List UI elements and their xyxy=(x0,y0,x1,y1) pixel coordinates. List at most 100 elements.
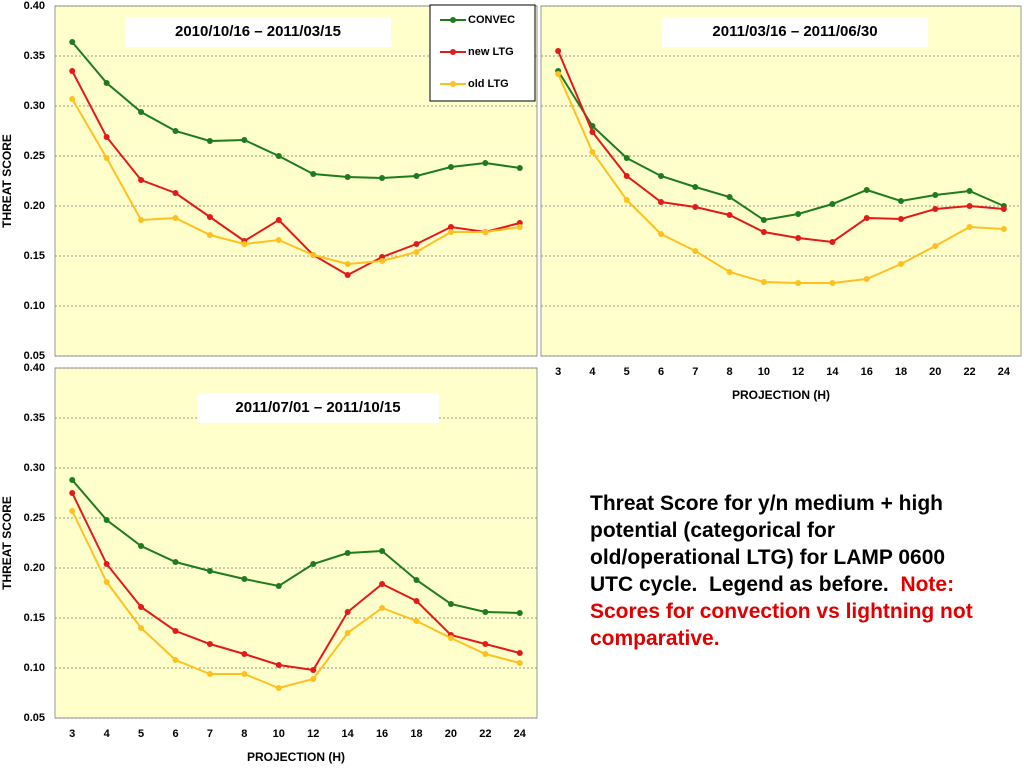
point xyxy=(344,261,351,267)
point xyxy=(413,173,420,179)
y-tick-label: 0.20 xyxy=(24,562,45,574)
point xyxy=(898,261,904,267)
point xyxy=(966,203,973,209)
point xyxy=(447,635,454,641)
point xyxy=(413,618,420,624)
point xyxy=(482,609,489,615)
point xyxy=(516,610,523,616)
point xyxy=(760,229,767,235)
point xyxy=(516,224,523,230)
y-tick-label: 0.05 xyxy=(24,712,45,724)
x-tick-label: 18 xyxy=(895,366,907,378)
point xyxy=(623,155,630,161)
series-line xyxy=(557,73,1004,284)
point xyxy=(344,550,351,556)
point xyxy=(966,188,973,194)
point xyxy=(447,601,454,607)
point xyxy=(482,651,489,657)
series-line xyxy=(71,510,521,690)
point xyxy=(516,660,523,666)
point xyxy=(1000,206,1007,212)
x-tick-label: 16 xyxy=(376,728,388,740)
point xyxy=(69,68,76,74)
y-tick-label: 0.25 xyxy=(24,150,45,162)
point xyxy=(103,561,110,567)
point xyxy=(103,80,110,86)
y-tick-label: 0.15 xyxy=(24,612,45,624)
point xyxy=(241,671,248,677)
x-tick-label: 7 xyxy=(692,366,698,378)
point xyxy=(555,71,562,77)
point xyxy=(863,215,870,221)
point xyxy=(658,199,664,205)
point xyxy=(275,685,282,691)
point xyxy=(692,204,699,210)
plot-area xyxy=(54,367,538,719)
title-box xyxy=(197,393,439,423)
point xyxy=(138,217,145,223)
y-tick-label: 0.20 xyxy=(24,200,45,212)
point xyxy=(726,194,733,200)
point xyxy=(379,175,386,181)
series-line xyxy=(71,70,521,277)
y-axis-label: THREAT SCORE xyxy=(0,496,14,590)
point xyxy=(795,235,802,241)
point xyxy=(172,628,179,634)
point xyxy=(795,280,802,286)
x-tick-label: 14 xyxy=(826,366,839,378)
x-tick-label: 6 xyxy=(172,728,178,740)
x-tick-label: 4 xyxy=(589,366,596,378)
point xyxy=(829,201,836,207)
x-axis-label: PROJECTION (H) xyxy=(732,388,830,402)
y-tick-label: 0.15 xyxy=(24,250,45,262)
point xyxy=(623,173,630,179)
legend-label: old LTG xyxy=(468,78,509,90)
point xyxy=(379,581,386,587)
point xyxy=(103,155,110,161)
x-tick-label: 12 xyxy=(307,728,319,740)
title-box xyxy=(662,17,928,47)
point xyxy=(103,517,110,523)
point xyxy=(447,229,454,235)
point xyxy=(692,184,699,190)
point xyxy=(344,174,351,180)
y-tick-label: 0.05 xyxy=(24,350,45,362)
point xyxy=(138,625,145,631)
y-tick-label: 0.10 xyxy=(24,662,45,674)
series-line xyxy=(71,479,520,614)
point xyxy=(482,641,489,647)
point xyxy=(555,48,562,54)
point xyxy=(275,237,282,243)
x-tick-label: 18 xyxy=(410,728,422,740)
x-tick-label: 22 xyxy=(479,728,491,740)
point xyxy=(658,231,664,237)
x-tick-label: 7 xyxy=(207,728,213,740)
point xyxy=(932,206,939,212)
point xyxy=(898,198,904,204)
point xyxy=(760,279,767,285)
title-box xyxy=(125,17,391,47)
caption-text: Threat Score for y/n medium + high poten… xyxy=(590,492,951,596)
point xyxy=(589,149,596,155)
point xyxy=(447,224,454,230)
point xyxy=(447,164,454,170)
x-tick-label: 5 xyxy=(138,728,144,740)
point xyxy=(241,576,248,582)
point xyxy=(760,217,767,223)
point xyxy=(966,224,973,230)
series-line xyxy=(71,492,521,672)
x-tick-label: 6 xyxy=(658,366,664,378)
point xyxy=(172,657,179,663)
point xyxy=(138,543,145,549)
point xyxy=(692,248,699,254)
y-axis-label: THREAT SCORE xyxy=(0,134,14,228)
point xyxy=(344,609,351,615)
point xyxy=(206,641,213,647)
point xyxy=(69,477,76,483)
x-tick-label: 22 xyxy=(963,366,975,378)
point xyxy=(275,583,282,589)
x-tick-label: 12 xyxy=(792,366,804,378)
x-tick-label: 10 xyxy=(273,728,285,740)
point xyxy=(206,232,213,238)
